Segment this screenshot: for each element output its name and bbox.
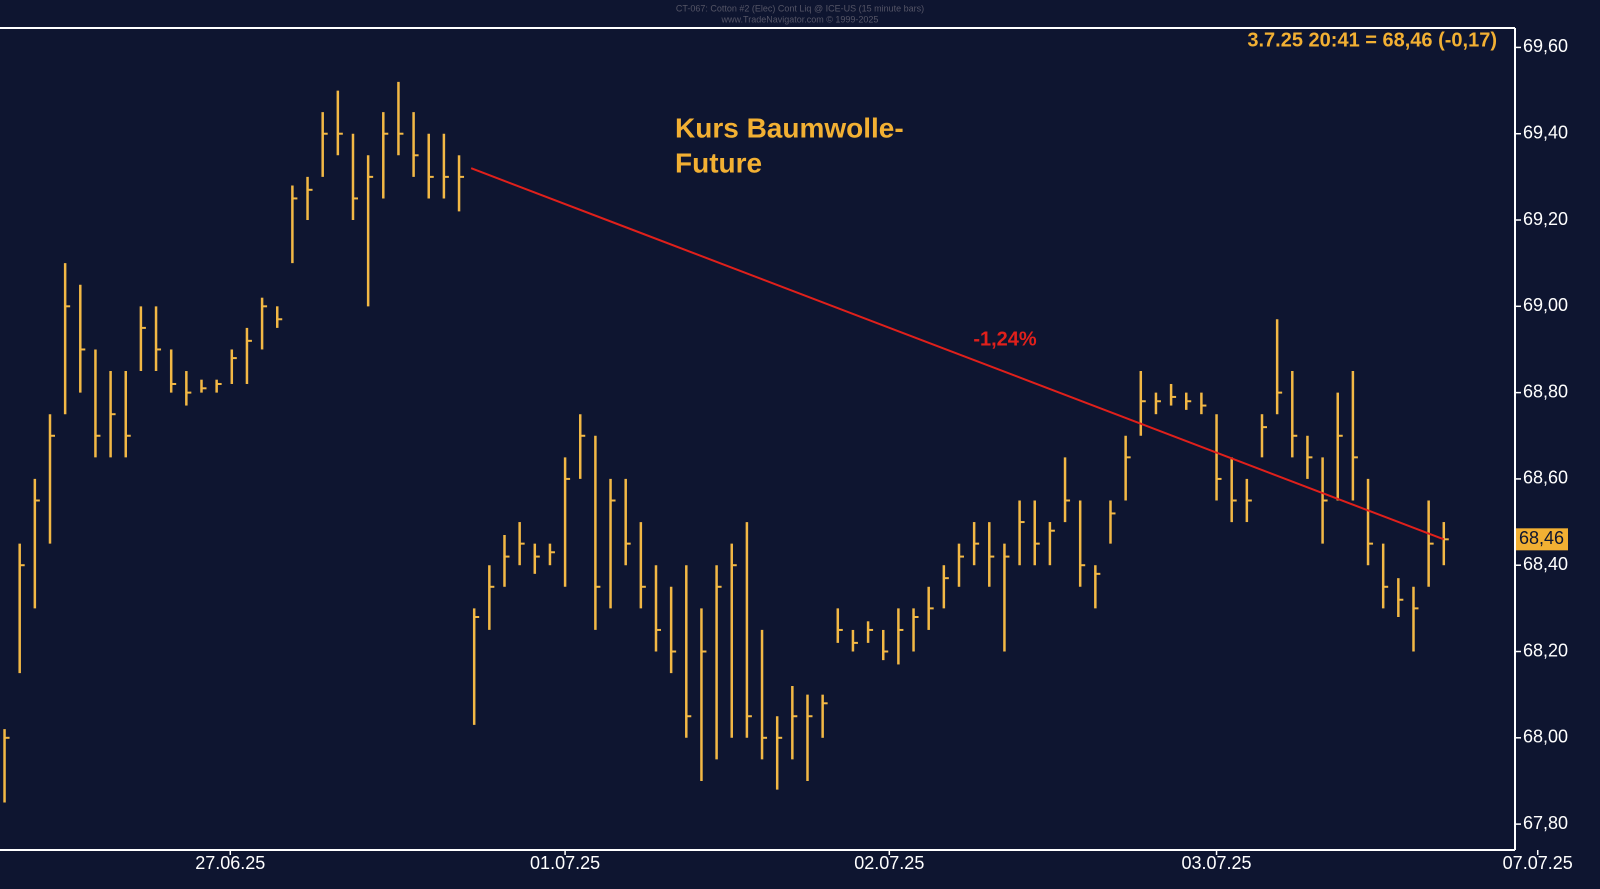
y-tick-label: 68,40	[1523, 554, 1568, 574]
x-tick-label: 07.07.25	[1503, 853, 1573, 873]
last-price-box	[1516, 528, 1568, 551]
trend-label: -1,24%	[973, 328, 1037, 350]
x-tick-label: 02.07.25	[854, 853, 924, 873]
x-tick-label: 03.07.25	[1182, 853, 1252, 873]
chart-title: Future	[675, 147, 762, 178]
y-tick-label: 68,20	[1523, 640, 1568, 660]
y-tick-label: 69,60	[1523, 36, 1568, 56]
last-price-label: 68,46	[1519, 528, 1564, 548]
header: CT-067: Cotton #2 (Elec) Cont Liq @ ICE-…	[676, 3, 924, 13]
y-tick-label: 68,00	[1523, 727, 1568, 747]
y-tick-label: 68,80	[1523, 381, 1568, 401]
chart-title: Kurs Baumwolle-	[675, 112, 904, 143]
trend-line	[470, 167, 1445, 541]
y-tick-label: 69,20	[1523, 209, 1568, 229]
y-tick-label: 69,00	[1523, 295, 1568, 315]
header: www.TradeNavigator.com © 1999-2025	[721, 14, 879, 24]
y-tick-label: 68,60	[1523, 468, 1568, 488]
info: 3.7.25 20:41 = 68,46 (-0,17)	[1247, 29, 1497, 51]
x-tick-label: 01.07.25	[530, 853, 600, 873]
y-tick-label: 69,40	[1523, 122, 1568, 142]
y-tick-label: 67,80	[1523, 813, 1568, 833]
x-tick-label: 27.06.25	[195, 853, 265, 873]
